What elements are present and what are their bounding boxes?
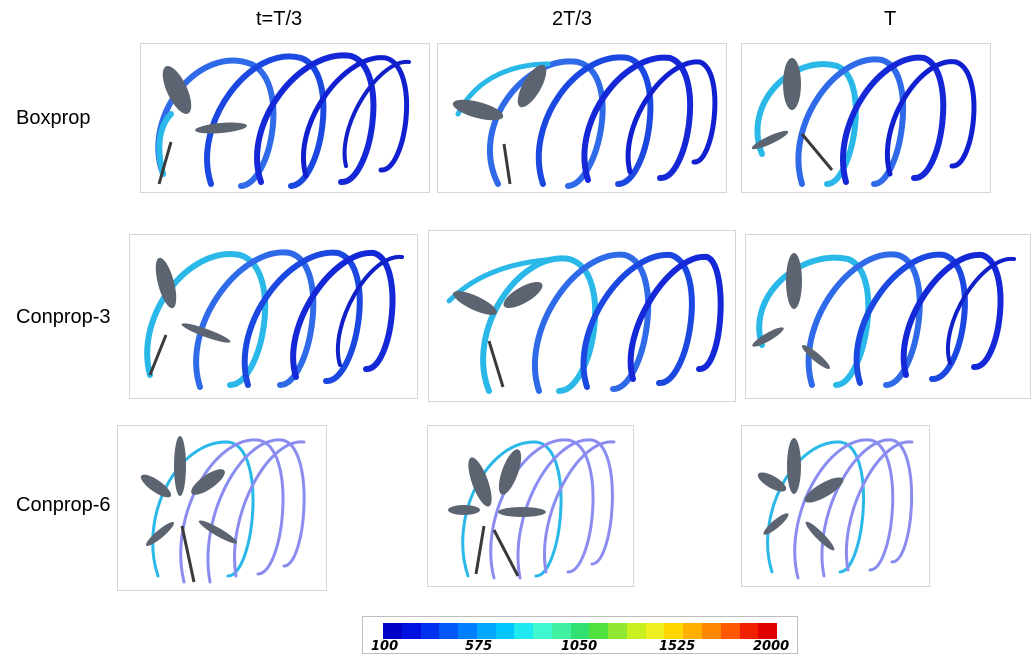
colorbar-swatch	[589, 623, 609, 639]
colorbar-tick-1050: 1050	[561, 639, 598, 654]
blade-shape	[174, 436, 186, 496]
blade-shape	[162, 66, 192, 114]
colorbar-swatch	[626, 623, 646, 639]
helical-wake-render	[448, 438, 616, 580]
column-header-two-thirds: 2T/3	[552, 8, 593, 30]
blade-shape	[804, 477, 844, 503]
colorbar-swatch	[383, 623, 402, 639]
blade-shape	[140, 474, 172, 498]
blade-shape	[453, 291, 497, 315]
blade-shape	[155, 257, 177, 309]
blade-shape	[757, 472, 787, 492]
blade-shape	[195, 122, 247, 134]
colorbar-swatch	[420, 623, 440, 639]
colorbar-swatch	[758, 623, 778, 639]
helical-wake-render	[752, 251, 1016, 388]
blade-shape	[503, 282, 543, 308]
colorbar-swatch	[645, 623, 665, 639]
panel-conprop-6-t	[741, 425, 930, 587]
blade-shape	[517, 64, 547, 108]
colorbar-swatch	[533, 623, 552, 639]
row-label-boxprop: Boxprop	[16, 107, 91, 129]
colorbar-tick-100: 100	[371, 639, 399, 654]
blade-shape	[448, 505, 480, 515]
panel-conprop-3-t	[745, 234, 1031, 399]
colorbar-swatch	[514, 623, 534, 639]
colorbar-swatch	[683, 623, 703, 639]
row-label-conprop-6: Conprop-6	[16, 494, 111, 516]
colorbar-swatch	[439, 623, 459, 639]
panel-boxprop-two-thirds	[437, 43, 727, 193]
colorbar-swatch	[476, 623, 496, 639]
colorbar-swatch	[551, 623, 571, 639]
colorbar-swatch	[608, 623, 627, 639]
blade-shape	[787, 438, 801, 494]
blade-shape	[783, 58, 801, 110]
blade-shape	[763, 513, 789, 535]
helical-wake-render	[452, 54, 718, 189]
colorbar-swatch	[401, 623, 421, 639]
blade-shape	[198, 520, 238, 544]
colorbar-swatch	[739, 623, 759, 639]
colorbar-swatch	[495, 623, 515, 639]
blade-shape	[468, 457, 492, 507]
blade-shape	[805, 521, 835, 551]
panel-boxprop-t-third	[140, 43, 430, 193]
helical-wake-render	[446, 251, 724, 394]
helical-wake-render	[757, 438, 914, 580]
colorbar-tick-1525: 1525	[659, 639, 696, 654]
colorbar-legend: 100 575 1050 1525 2000	[362, 616, 798, 654]
blade-shape	[145, 522, 175, 546]
blade-shape	[786, 253, 802, 309]
panel-boxprop-t	[741, 43, 991, 193]
colorbar-gradient	[383, 623, 778, 639]
column-header-t-third: t=T/3	[256, 8, 303, 30]
blade-shape	[498, 449, 522, 495]
panel-conprop-6-t-third	[117, 425, 327, 591]
helical-wake-render	[140, 436, 306, 584]
blade-shape	[191, 469, 225, 495]
colorbar-swatch	[720, 623, 740, 639]
helical-wake-render	[751, 54, 977, 187]
blade-shape	[752, 327, 784, 347]
panel-conprop-3-two-thirds	[428, 230, 736, 402]
blade-shape	[498, 507, 546, 517]
blade-shape	[181, 323, 231, 343]
colorbar-swatch	[458, 623, 477, 639]
helical-wake-render	[155, 52, 411, 189]
panel-conprop-6-two-thirds	[427, 425, 634, 587]
colorbar-swatch	[570, 623, 590, 639]
colorbar-swatch	[702, 623, 721, 639]
helical-wake-render	[144, 249, 404, 390]
column-header-t: T	[884, 8, 897, 30]
blade-shape	[452, 99, 504, 121]
colorbar-tick-2000: 2000	[753, 639, 790, 654]
row-label-conprop-3: Conprop-3	[16, 306, 111, 328]
blade-shape	[801, 345, 831, 369]
colorbar-tick-575: 575	[465, 639, 493, 654]
blade-shape	[751, 130, 789, 150]
panel-conprop-3-t-third	[129, 234, 418, 399]
colorbar-swatch	[664, 623, 684, 639]
